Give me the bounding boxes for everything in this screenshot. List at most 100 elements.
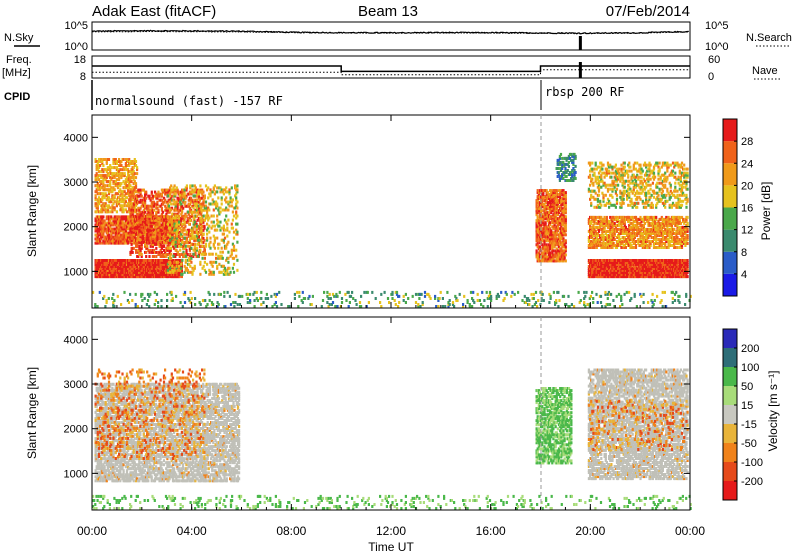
scatter-cell bbox=[123, 190, 126, 194]
scatter-cell bbox=[95, 210, 98, 214]
scatter-cell bbox=[112, 219, 115, 223]
scatter-cell bbox=[156, 275, 159, 279]
scatter-cell bbox=[113, 166, 116, 170]
scatter-cell bbox=[121, 206, 124, 210]
scatter-cell bbox=[123, 174, 126, 178]
scatter-cell bbox=[110, 239, 113, 243]
scatter-cell bbox=[166, 253, 169, 256]
freq-tick-top: 18 bbox=[74, 54, 86, 66]
scatter-cell bbox=[96, 162, 99, 165]
scatter-cell bbox=[105, 259, 108, 262]
scatter-cell bbox=[131, 236, 134, 240]
scatter-cell bbox=[139, 265, 142, 268]
scatter-cell bbox=[123, 263, 126, 266]
scatter-cell bbox=[215, 256, 218, 260]
scatter-cell bbox=[110, 190, 113, 194]
scatter-cell bbox=[107, 269, 111, 272]
scatter-cell bbox=[164, 221, 167, 225]
scatter-cell bbox=[230, 222, 233, 226]
scatter-cell bbox=[128, 233, 131, 237]
scatter-cell bbox=[155, 246, 158, 250]
scatter-cell bbox=[564, 259, 567, 263]
scatter-cell bbox=[222, 224, 225, 228]
scatter-cell bbox=[124, 237, 127, 241]
scatter-cell bbox=[107, 192, 111, 196]
scatter-cell bbox=[139, 198, 142, 202]
scatter-cell bbox=[197, 254, 200, 258]
scatter-cell bbox=[213, 246, 216, 250]
scatter-cell bbox=[197, 238, 200, 242]
scatter-cell bbox=[113, 172, 116, 176]
scatter-cell bbox=[97, 202, 101, 206]
scatter-cell bbox=[96, 208, 99, 212]
scatter-cell bbox=[152, 223, 155, 227]
scatter-cell bbox=[133, 217, 136, 221]
scatter-cell bbox=[131, 263, 134, 266]
scatter-cell bbox=[229, 270, 232, 274]
scatter-cell bbox=[118, 233, 121, 237]
scatter-cell bbox=[142, 263, 145, 266]
scatter-cell bbox=[118, 223, 121, 227]
scatter-cell bbox=[160, 261, 163, 264]
scatter-cell bbox=[169, 238, 172, 242]
scatter-cell bbox=[209, 246, 212, 250]
scatter-cell bbox=[145, 196, 148, 200]
noise-right-tick-bottom: 10^0 bbox=[705, 41, 729, 53]
scatter-cell bbox=[170, 202, 173, 206]
scatter-cell bbox=[96, 164, 99, 167]
scatter-cell bbox=[133, 259, 136, 262]
scatter-cell bbox=[123, 194, 126, 198]
scatter-cell bbox=[175, 273, 178, 277]
scatter-cell bbox=[123, 215, 126, 219]
scatter-cell bbox=[121, 233, 124, 237]
scatter-cell bbox=[557, 167, 560, 170]
scatter-cell bbox=[206, 222, 209, 226]
scatter-cell bbox=[139, 267, 142, 270]
scatter-cell bbox=[134, 160, 138, 163]
scatter-cell bbox=[183, 202, 186, 206]
scatter-cell bbox=[118, 164, 121, 167]
scatter-cell bbox=[217, 196, 220, 200]
scatter-cell bbox=[107, 223, 111, 227]
date-title: 07/Feb/2014 bbox=[606, 3, 690, 20]
scatter-cell bbox=[118, 178, 121, 182]
scatter-cell bbox=[112, 239, 115, 243]
scatter-cell bbox=[131, 250, 134, 254]
scatter-cell bbox=[564, 167, 567, 170]
nave-tick-top: 60 bbox=[708, 54, 720, 66]
scatter-cell bbox=[192, 252, 195, 256]
scatter-cell bbox=[163, 218, 166, 222]
scatter-cell bbox=[155, 255, 158, 258]
scatter-cell bbox=[101, 235, 104, 239]
scatter-cell bbox=[160, 206, 163, 210]
scatter-cell bbox=[107, 158, 111, 161]
scatter-cell bbox=[115, 200, 118, 204]
scatter-cell bbox=[141, 234, 144, 238]
scatter-cell bbox=[107, 215, 111, 219]
scatter-cell bbox=[201, 218, 204, 222]
scatter-cell bbox=[209, 202, 212, 206]
scatter-cell bbox=[169, 270, 172, 274]
scatter-cell bbox=[226, 226, 229, 230]
scatter-cell bbox=[133, 208, 137, 212]
scatter-cell bbox=[114, 263, 117, 266]
scatter-cell bbox=[101, 275, 104, 279]
scatter-cell bbox=[107, 235, 111, 239]
scatter-cell bbox=[110, 263, 113, 266]
scatter-cell bbox=[160, 217, 163, 221]
scatter-cell bbox=[122, 166, 125, 170]
scatter-cell bbox=[209, 240, 212, 244]
scatter-cell bbox=[144, 275, 148, 279]
scatter-cell bbox=[229, 196, 232, 200]
scatter-cell bbox=[110, 172, 113, 176]
scatter-cell bbox=[549, 221, 552, 225]
scatter-cell bbox=[170, 246, 173, 250]
scatter-cell bbox=[179, 261, 182, 264]
scatter-cell bbox=[166, 230, 169, 234]
scatter-cell bbox=[236, 200, 239, 204]
scatter-cell bbox=[128, 263, 131, 266]
scatter-cell bbox=[139, 275, 142, 279]
scatter-cell bbox=[96, 237, 99, 241]
scatter-cell bbox=[186, 216, 189, 220]
scatter-cell bbox=[140, 240, 143, 244]
